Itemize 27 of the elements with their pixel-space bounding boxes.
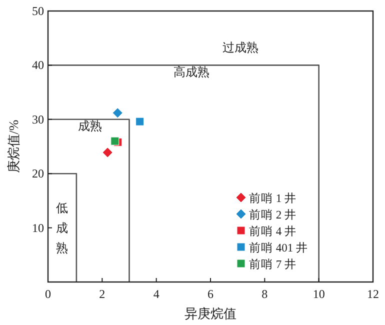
legend-label: 前哨 1 井 [249,192,296,205]
y-tick-label: 50 [32,4,44,18]
x-tick-label: 10 [312,287,325,301]
y-tick-label: 40 [32,58,44,72]
point [102,147,113,158]
point [112,108,123,118]
series-label: 高成熟 [174,65,210,80]
x-tick-label: 2 [99,287,106,301]
y-tick-label: 10 [32,220,44,235]
x-tick-label: 0 [45,287,51,301]
x-axis-title: 异庚烷值 [184,306,236,321]
series-label: 低成熟 [56,200,68,255]
x-tick-label: 4 [153,287,160,301]
legend-label: 前哨 7 井 [249,258,296,271]
x-tick-label: 6 [208,287,214,301]
legend-label: 前哨 401 井 [249,242,308,254]
y-tick-label: 30 [32,112,44,126]
x-tick-label: 8 [262,287,268,301]
y-tick-label: 20 [32,166,44,181]
annotation: 过成熟 [222,40,258,55]
point [110,136,120,146]
series-label: 成熟 [78,119,102,134]
legend-label: 前哨 2 井 [249,208,296,222]
point [136,117,144,126]
y-axis-title: 庚烷值/% [6,120,21,174]
x-tick-label: 12 [367,287,379,301]
legend-label: 前哨 4 井 [249,225,296,238]
